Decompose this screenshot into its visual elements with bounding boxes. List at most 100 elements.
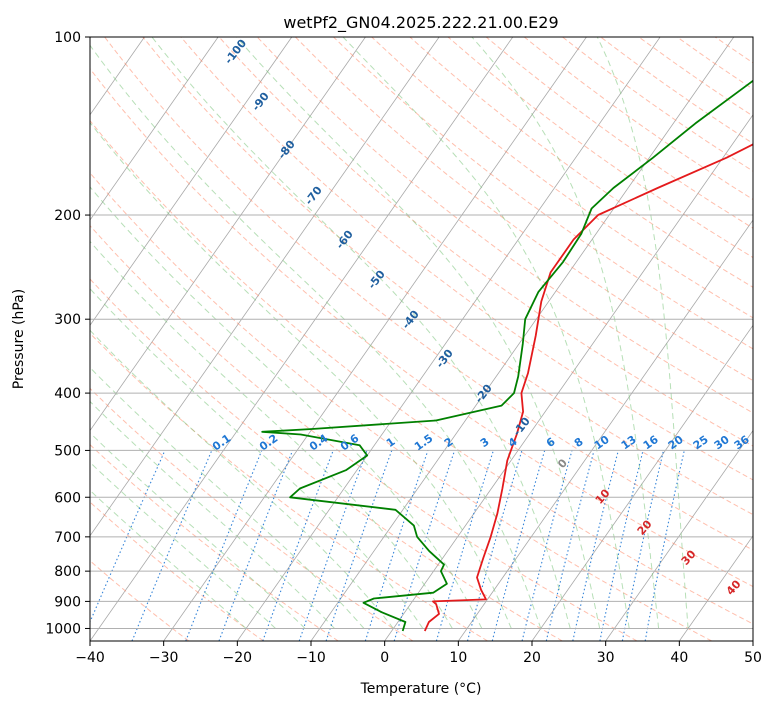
dry-adiabat-label: -70 bbox=[302, 184, 325, 208]
mixing-ratio-line bbox=[218, 450, 294, 641]
y-tick-label: 200 bbox=[54, 208, 81, 224]
chart-title: wetPf2_GN04.2025.222.21.00.E29 bbox=[283, 13, 558, 33]
mixing-ratio-label: 16 bbox=[641, 433, 661, 453]
dry-adiabat-line bbox=[90, 172, 712, 641]
y-axis-ticks: 1000 900 800 700 600 500 400 300 200 100 bbox=[45, 30, 90, 637]
isotherm-line bbox=[163, 37, 587, 641]
dry-adiabat-line bbox=[90, 278, 563, 641]
dry-adiabat-line bbox=[90, 501, 264, 641]
mixing-ratio-line bbox=[435, 450, 494, 641]
moist-adiabat-line bbox=[151, 37, 571, 629]
moist-adiabat-label: 20 bbox=[635, 517, 655, 537]
dry-adiabat-line bbox=[409, 37, 753, 288]
x-tick-label: 20 bbox=[523, 650, 541, 666]
dry-adiabat-line bbox=[714, 37, 753, 64]
moist-adiabat-label: 30 bbox=[679, 547, 699, 567]
series-line-0 bbox=[423, 143, 753, 632]
moist-adiabat-line bbox=[90, 240, 453, 629]
mixing-ratio-label: 20 bbox=[666, 433, 686, 453]
dry-adiabat-line bbox=[180, 37, 753, 481]
y-tick-label: 600 bbox=[54, 490, 81, 506]
mixing-ratio-label: 30 bbox=[712, 433, 732, 453]
dry-adiabat-label: -60 bbox=[333, 228, 356, 252]
x-tick-label: 40 bbox=[670, 650, 688, 666]
dry-adiabat-line bbox=[90, 560, 190, 641]
dry-adiabat-label: -50 bbox=[365, 268, 388, 292]
moist-adiabat-line bbox=[236, 37, 601, 629]
mixing-ratio-label: 6 bbox=[544, 435, 558, 450]
moist-adiabat-label: 10 bbox=[593, 486, 613, 506]
y-tick-label: 900 bbox=[54, 594, 81, 610]
mixing-ratio-line bbox=[644, 450, 685, 641]
mixing-ratio-line bbox=[466, 450, 523, 641]
moist-adiabat-line bbox=[90, 461, 276, 629]
moist-adiabat-label: 0 bbox=[555, 456, 570, 471]
mixing-ratio-line bbox=[545, 450, 595, 641]
dry-adiabat-line bbox=[90, 332, 488, 641]
moist-adiabat-line bbox=[90, 121, 512, 629]
moist-adiabat-line bbox=[342, 37, 630, 629]
y-axis-label: Pressure (hPa) bbox=[11, 289, 27, 389]
x-tick-label: 30 bbox=[597, 650, 615, 666]
mixing-ratio-label: 25 bbox=[691, 433, 711, 452]
mixing-ratio-line bbox=[621, 450, 665, 641]
dry-adiabat-label: -100 bbox=[222, 37, 249, 67]
mixing-ratio-line bbox=[131, 450, 213, 641]
moist-adiabat-label: 40 bbox=[724, 577, 744, 597]
dry-adiabat-line bbox=[447, 37, 753, 259]
mixing-ratio-label: 3 bbox=[478, 435, 492, 450]
x-tick-label: −20 bbox=[223, 650, 253, 666]
x-tick-label: −10 bbox=[296, 650, 326, 666]
moist-adiabat-line bbox=[90, 366, 365, 629]
moist-adiabat-line bbox=[90, 44, 542, 629]
x-axis-label: Temperature (°C) bbox=[360, 681, 482, 697]
dry-adiabat-line bbox=[485, 37, 753, 229]
mixing-ratio-line bbox=[572, 450, 619, 641]
isotherm-line bbox=[605, 429, 753, 641]
dry-adiabat-label: -10 bbox=[510, 415, 533, 439]
isotherm-line bbox=[531, 324, 753, 641]
dry-adiabat-line bbox=[218, 37, 753, 447]
y-tick-label: 100 bbox=[54, 30, 81, 46]
dry-adiabat-line bbox=[104, 37, 753, 551]
isotherm-line bbox=[90, 37, 293, 326]
isotherm-line bbox=[90, 37, 219, 221]
x-tick-label: 0 bbox=[380, 650, 389, 666]
background-lines bbox=[90, 37, 775, 641]
dry-adiabat-line bbox=[295, 37, 753, 382]
mixing-ratio-line bbox=[262, 450, 334, 641]
isotherm-line bbox=[90, 37, 366, 432]
isotherm-line bbox=[237, 37, 661, 641]
dry-adiabat-line bbox=[638, 37, 753, 117]
x-tick-label: 50 bbox=[744, 650, 762, 666]
mixing-ratio-line bbox=[185, 450, 263, 641]
dry-adiabat-line bbox=[371, 37, 753, 319]
mixing-ratio-label: 8 bbox=[572, 435, 586, 450]
y-tick-label: 400 bbox=[54, 386, 81, 402]
isotherm-line bbox=[90, 37, 440, 537]
isotherm-line bbox=[458, 219, 753, 641]
dry-adiabat-line bbox=[523, 37, 753, 201]
moist-adiabat-line bbox=[90, 400, 335, 629]
dry-adiabat-line bbox=[753, 37, 775, 641]
mixing-ratio-label: 10 bbox=[592, 433, 612, 453]
dry-adiabat-label: -40 bbox=[399, 308, 422, 332]
isotherm-line bbox=[679, 535, 753, 641]
mixing-ratio-line bbox=[393, 450, 456, 641]
moist-adiabat-line bbox=[596, 37, 689, 629]
mixing-ratio-line bbox=[90, 450, 166, 624]
mixing-ratio-line bbox=[599, 450, 644, 641]
mixing-ratio-line bbox=[325, 450, 393, 641]
isotherm-line bbox=[384, 114, 753, 641]
x-tick-label: 10 bbox=[449, 650, 467, 666]
moist-adiabat-line bbox=[90, 432, 306, 629]
moist-adiabat-line bbox=[90, 329, 394, 629]
dry-adiabat-line bbox=[90, 387, 414, 641]
dry-adiabat-line bbox=[90, 119, 753, 625]
mixing-ratio-line bbox=[491, 450, 546, 641]
moist-adiabat-line bbox=[471, 37, 660, 629]
moist-adiabat-line bbox=[90, 287, 424, 629]
isoline-labels: -100-90-80-70-60-50-40-30-20-100.1 0.2 0.4… bbox=[210, 37, 752, 598]
plot-frame bbox=[89, 36, 754, 642]
